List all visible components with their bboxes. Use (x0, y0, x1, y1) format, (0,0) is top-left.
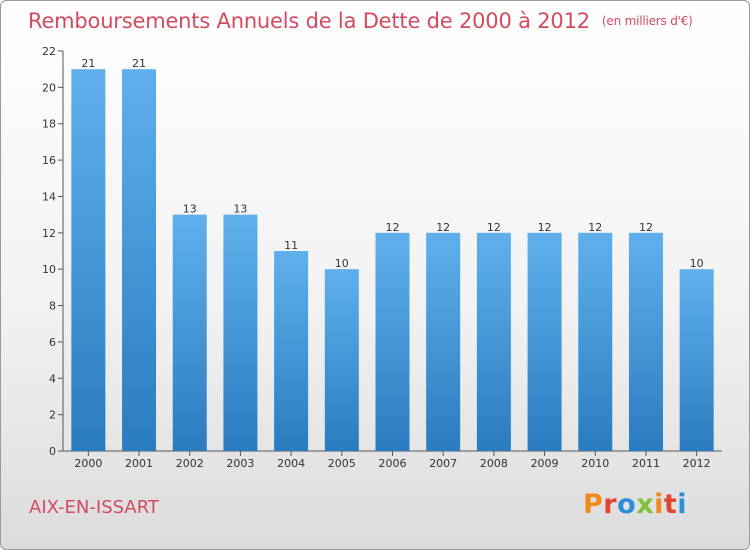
bar-2001 (122, 69, 157, 451)
x-tick-label: 2004 (277, 457, 305, 470)
bar-value-label: 13 (233, 203, 247, 216)
logo-letter: o (617, 489, 637, 520)
x-tick-label: 2003 (226, 457, 254, 470)
bar-value-label: 13 (183, 203, 197, 216)
logo-letter: t (663, 489, 678, 520)
bar-value-label: 12 (639, 221, 653, 234)
y-tick-label: 6 (49, 336, 56, 349)
x-tick-label: 2005 (328, 457, 356, 470)
bar-2008 (476, 232, 511, 451)
labels: 0 2 4 6 8 10 12 14 16 18 20 22 21 2000 21 2001 13 2002 13 2… (42, 45, 711, 470)
bar-2011 (628, 232, 663, 451)
bar-value-label: 10 (335, 257, 349, 270)
bar-2005 (324, 269, 359, 451)
logo-letter: r (603, 489, 618, 520)
y-tick-label: 0 (49, 445, 56, 458)
x-tick-label: 2006 (379, 457, 407, 470)
y-tick-label: 14 (42, 190, 56, 203)
bars (71, 69, 714, 451)
x-tick-label: 2001 (125, 457, 153, 470)
bar-value-label: 12 (436, 221, 450, 234)
y-tick-label: 4 (49, 372, 56, 385)
y-tick-label: 18 (42, 118, 56, 131)
bar-value-label: 11 (284, 239, 298, 252)
y-tick-label: 8 (49, 300, 56, 313)
bar-value-label: 12 (487, 221, 501, 234)
bar-2004 (274, 251, 309, 451)
x-tick-label: 2000 (74, 457, 102, 470)
bar-value-label: 21 (81, 57, 95, 70)
logo-letter: x (636, 489, 655, 520)
bar-2012 (679, 269, 714, 451)
y-tick-label: 22 (42, 45, 56, 58)
bar-2002 (172, 214, 207, 451)
x-tick-label: 2010 (581, 457, 609, 470)
x-tick-label: 2009 (531, 457, 559, 470)
bar-2003 (223, 214, 258, 451)
bar-value-label: 10 (690, 257, 704, 270)
bar-2000 (71, 69, 106, 451)
logo-letter: P (583, 489, 604, 520)
bar-2007 (426, 232, 461, 451)
bar-value-label: 12 (538, 221, 552, 234)
proxiti-logo: Proxiti (583, 489, 687, 520)
logo-letter: i (654, 489, 664, 520)
bar-2009 (527, 232, 562, 451)
bar-value-label: 12 (588, 221, 602, 234)
y-tick-label: 16 (42, 154, 56, 167)
y-tick-label: 12 (42, 227, 56, 240)
x-tick-label: 2011 (632, 457, 660, 470)
bar-value-label: 21 (132, 57, 146, 70)
logo-letter: i (677, 489, 688, 520)
chart-unit: (en milliers d'€) (601, 14, 693, 28)
bar-2010 (578, 232, 613, 451)
x-tick-label: 2002 (176, 457, 204, 470)
y-tick-label: 2 (49, 409, 56, 422)
commune-name: AIX-EN-ISSART (29, 497, 159, 518)
x-tick-label: 2008 (480, 457, 508, 470)
bar-2006 (375, 232, 410, 451)
y-tick-label: 20 (42, 81, 56, 94)
bar-value-label: 12 (386, 221, 400, 234)
chart-title-text: Remboursements Annuels de la Dette de 20… (28, 9, 590, 33)
x-tick-label: 2012 (683, 457, 711, 470)
x-tick-label: 2007 (429, 457, 457, 470)
y-tick-label: 10 (42, 263, 56, 276)
chart-title: Remboursements Annuels de la Dette de 20… (28, 9, 693, 33)
